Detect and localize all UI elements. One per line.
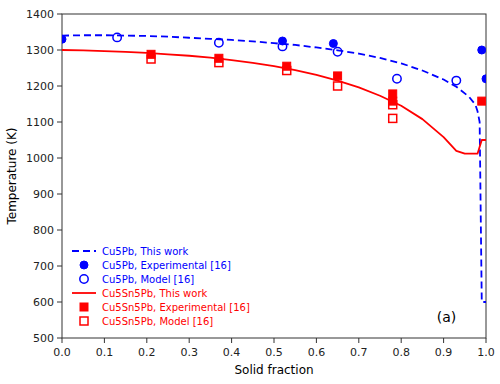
x-tick bbox=[358, 338, 359, 343]
x-tick bbox=[189, 338, 190, 343]
x-tick bbox=[104, 338, 105, 343]
legend-label: Cu5Sn5Pb, Model [16] bbox=[102, 316, 213, 327]
data-point bbox=[113, 33, 121, 41]
y-tick-label: 800 bbox=[33, 224, 54, 237]
x-tick bbox=[401, 338, 402, 343]
x-tick bbox=[486, 338, 487, 343]
legend-label: Cu5Pb, Model [16] bbox=[102, 274, 194, 285]
panel-label: (a) bbox=[437, 309, 457, 325]
legend-swatch bbox=[80, 261, 88, 269]
data-point bbox=[334, 72, 342, 80]
legend-label: Cu5Pb, This work bbox=[102, 246, 188, 257]
x-tick-label: 0.2 bbox=[138, 346, 156, 359]
x-tick-label: 0.1 bbox=[96, 346, 114, 359]
y-tick bbox=[57, 86, 62, 87]
y-tick-label: 700 bbox=[33, 260, 54, 273]
data-point bbox=[283, 67, 291, 75]
x-tick bbox=[231, 338, 232, 343]
data-point bbox=[329, 40, 337, 48]
x-tick-label: 0.8 bbox=[392, 346, 410, 359]
x-tick bbox=[146, 338, 147, 343]
x-tick-label: 0.3 bbox=[180, 346, 198, 359]
y-tick-label: 1400 bbox=[26, 8, 54, 21]
data-point bbox=[389, 114, 397, 122]
data-point bbox=[334, 82, 342, 90]
data-point bbox=[147, 55, 155, 63]
data-point bbox=[478, 97, 486, 105]
plot-frame bbox=[62, 14, 486, 338]
y-tick-label: 900 bbox=[33, 188, 54, 201]
legend-swatch bbox=[80, 275, 88, 283]
y-tick-label: 1300 bbox=[26, 44, 54, 57]
y-tick bbox=[57, 122, 62, 123]
x-tick-label: 0.5 bbox=[265, 346, 283, 359]
y-tick-label: 1000 bbox=[26, 152, 54, 165]
legend-swatch bbox=[72, 292, 96, 294]
x-tick bbox=[62, 338, 63, 343]
legend-label: Cu5Sn5Pb, Experimental [16] bbox=[102, 302, 250, 313]
y-tick bbox=[57, 194, 62, 195]
x-tick-label: 0.9 bbox=[435, 346, 453, 359]
data-point bbox=[482, 75, 486, 83]
y-tick-label: 1100 bbox=[26, 116, 54, 129]
data-point bbox=[452, 76, 460, 84]
y-tick bbox=[57, 302, 62, 303]
x-axis-label: Solid fraction bbox=[234, 363, 313, 377]
x-tick-label: 0.0 bbox=[53, 346, 71, 359]
y-tick bbox=[57, 266, 62, 267]
x-tick-label: 0.7 bbox=[350, 346, 368, 359]
data-point bbox=[215, 39, 223, 47]
y-tick-label: 500 bbox=[33, 332, 54, 345]
legend-label: Cu5Pb, Experimental [16] bbox=[102, 260, 231, 271]
plot-area bbox=[62, 33, 486, 302]
y-tick bbox=[57, 230, 62, 231]
series-line bbox=[62, 50, 486, 154]
y-axis-label: Temperature (K) bbox=[5, 127, 19, 225]
data-point bbox=[62, 35, 66, 43]
data-point bbox=[478, 46, 486, 54]
series-line bbox=[62, 35, 486, 302]
x-tick-label: 0.4 bbox=[223, 346, 241, 359]
legend-swatch bbox=[72, 250, 96, 252]
data-point bbox=[333, 48, 341, 56]
x-tick bbox=[316, 338, 317, 343]
legend-swatch bbox=[80, 317, 88, 325]
data-point bbox=[215, 59, 223, 67]
legend-label: Cu5Sn5Pb, This work bbox=[102, 288, 207, 299]
data-point bbox=[393, 75, 401, 83]
y-tick-label: 1200 bbox=[26, 80, 54, 93]
legend-swatch bbox=[80, 303, 88, 311]
x-tick-label: 1.0 bbox=[477, 346, 495, 359]
data-point bbox=[389, 101, 397, 109]
x-tick bbox=[443, 338, 444, 343]
data-point bbox=[278, 42, 286, 50]
x-tick-label: 0.6 bbox=[308, 346, 326, 359]
chart: 0.0 0.1 0.2 0.3 0.4 0.5 0.6 0.7 0.8 0.9 1.0 500 600 7… bbox=[0, 0, 500, 384]
legend: Cu5Pb, This work Cu5Pb, Experimental [16]… bbox=[72, 246, 250, 327]
y-tick bbox=[57, 14, 62, 15]
y-tick bbox=[57, 158, 62, 159]
y-tick-label: 600 bbox=[33, 296, 54, 309]
y-tick bbox=[57, 338, 62, 339]
x-tick bbox=[274, 338, 275, 343]
y-tick bbox=[57, 50, 62, 51]
